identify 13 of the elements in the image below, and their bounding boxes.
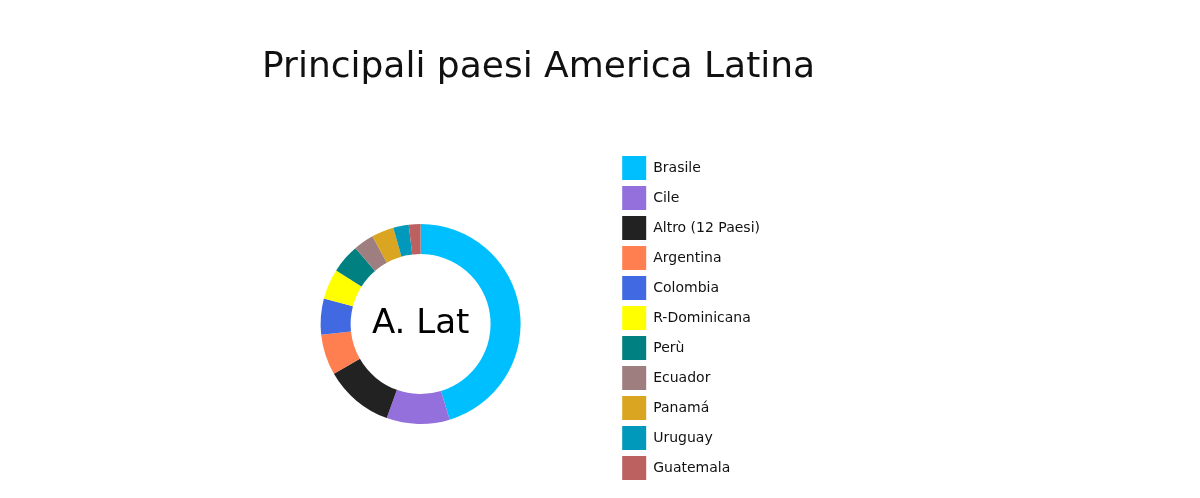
- legend-label: Uruguay: [653, 428, 713, 445]
- legend-label: R-Dominicana: [653, 308, 751, 325]
- legend-label: Argentina: [653, 248, 722, 265]
- legend-label: Brasile: [653, 158, 701, 175]
- text: A. Lat: [371, 300, 470, 341]
- chart-title: Principali paesi America Latina: [262, 44, 816, 85]
- legend-label: Cile: [653, 188, 680, 205]
- legend-label: Ecuador: [653, 368, 711, 385]
- legend-label: Guatemala: [653, 458, 731, 475]
- legend-label: Panamá: [653, 398, 710, 415]
- legend-label: Altro (12 Paesi): [653, 218, 761, 235]
- legend-label: Colombia: [653, 278, 719, 295]
- legend-label: Perù: [653, 338, 685, 355]
